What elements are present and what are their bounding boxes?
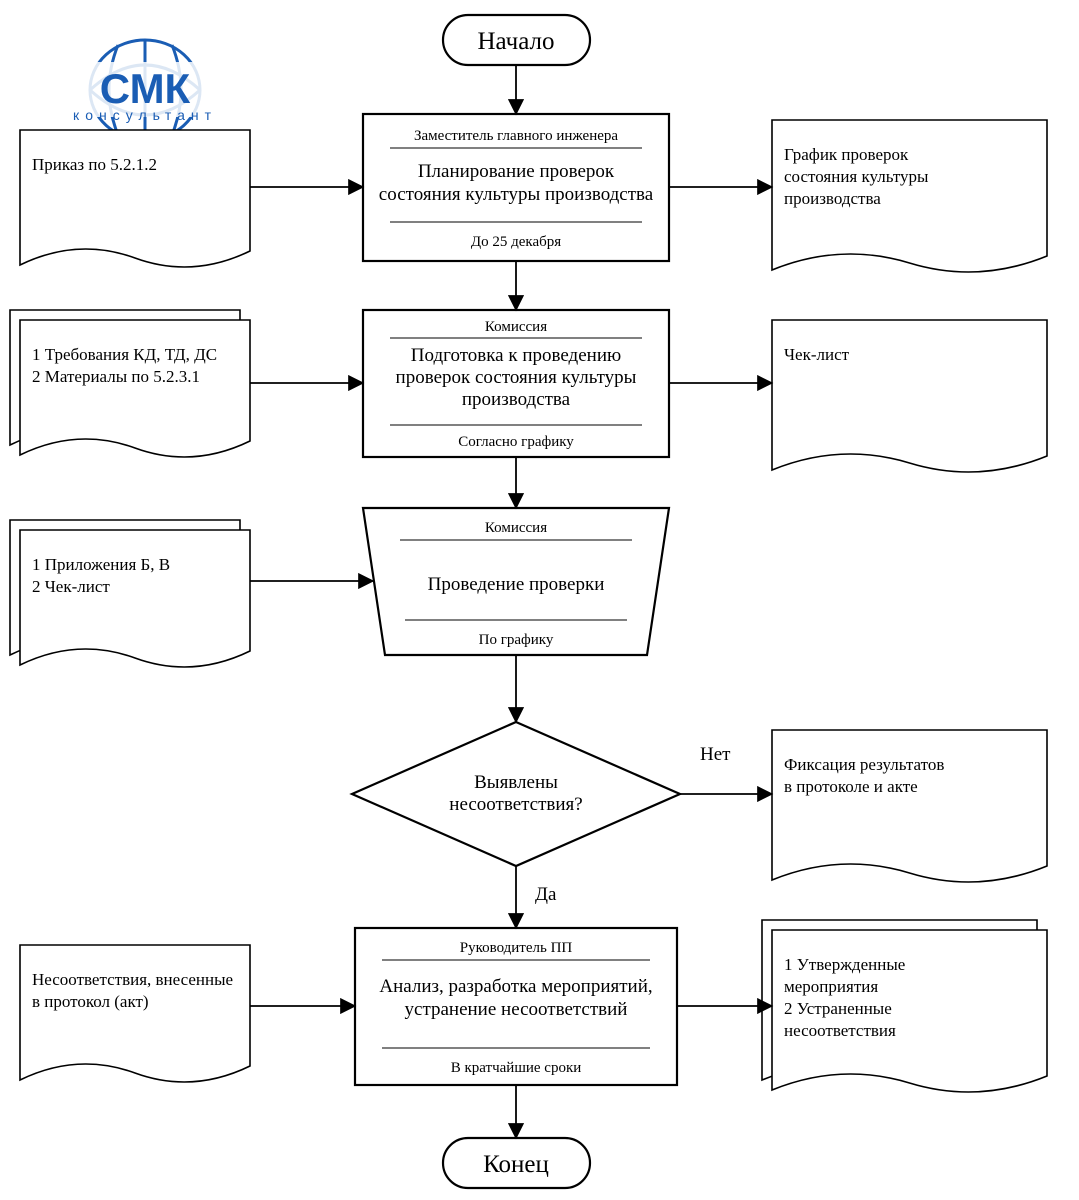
decision-n4: Выявлены несоответствия?: [352, 722, 680, 866]
doc-in2: 1 Требования КД, ТД, ДС 2 Материалы по 5.…: [10, 310, 250, 457]
doc-out4: Фиксация результатов в протоколе и акте: [772, 730, 1047, 882]
svg-text:Заместитель главного инженера: Заместитель главного инженера: [414, 128, 618, 144]
svg-text:Начало: Начало: [477, 28, 554, 55]
doc-out1-line2: производства: [784, 189, 881, 208]
logo-main: СМК: [100, 65, 191, 112]
logo: СМК консультант: [69, 40, 221, 140]
flowchart: СМК консультант Начало Конец Заместитель…: [0, 0, 1079, 1200]
svg-text:Проведение проверки: Проведение проверки: [428, 574, 605, 595]
logo-sub: консультант: [73, 107, 217, 123]
doc-in3: 1 Приложения Б, В 2 Чек-лист: [10, 520, 250, 667]
svg-text:Руководитель ПП: Руководитель ПП: [460, 940, 573, 956]
doc-in5-line1: в протокол (акт): [32, 992, 149, 1011]
svg-text:Конец: Конец: [483, 1151, 549, 1178]
n2-title-l2: проверок состояния культуры: [396, 367, 637, 388]
doc-out1-line0: График проверок: [784, 145, 909, 164]
doc-out5-line2: 2 Устраненные: [784, 999, 892, 1018]
n1-title-l2: состояния культуры производства: [379, 184, 654, 205]
manual-n3: Комиссия Проведение проверки По графику: [363, 508, 669, 655]
doc-out5-line3: несоответствия: [784, 1021, 896, 1040]
n5-title-l2: устранение несоответствий: [405, 999, 628, 1020]
doc-in5: Несоответствия, внесенные в протокол (акт…: [20, 945, 250, 1082]
svg-text:Комиссия: Комиссия: [485, 520, 547, 536]
doc-out2: Чек-лист: [772, 320, 1047, 472]
process-n1: Заместитель главного инженера Планирован…: [363, 114, 669, 261]
terminal-start: Начало: [443, 15, 590, 65]
n2-title-l3: производства: [462, 389, 571, 410]
process-n2: Комиссия Подготовка к проведению проверо…: [363, 310, 669, 457]
doc-in2-line1: 2 Материалы по 5.2.3.1: [32, 367, 200, 386]
svg-text:Комиссия: Комиссия: [485, 319, 547, 335]
doc-out4-line1: в протоколе и акте: [784, 777, 918, 796]
svg-text:В кратчайшие сроки: В кратчайшие сроки: [451, 1060, 582, 1076]
terminal-end: Конец: [443, 1138, 590, 1188]
doc-in5-line0: Несоответствия, внесенные: [32, 970, 233, 989]
dec-l2: несоответствия?: [449, 794, 582, 815]
doc-out5: 1 Утвержденные мероприятия2 Устраненные …: [762, 920, 1047, 1092]
label-no: Нет: [700, 744, 731, 765]
doc-out2-line0: Чек-лист: [784, 345, 850, 364]
label-yes: Да: [535, 884, 557, 905]
process-n5: Руководитель ПП Анализ, разработка мероп…: [355, 928, 677, 1085]
svg-text:Согласно графику: Согласно графику: [458, 434, 574, 450]
svg-text:До 25 декабря: До 25 декабря: [471, 234, 561, 250]
doc-out4-line0: Фиксация результатов: [784, 755, 944, 774]
doc-in1-line0: Приказ по 5.2.1.2: [32, 155, 157, 174]
doc-in1: Приказ по 5.2.1.2: [20, 130, 250, 267]
doc-out5-line1: мероприятия: [784, 977, 878, 996]
doc-in3-line0: 1 Приложения Б, В: [32, 555, 170, 574]
doc-out1: График проверок состояния культуры произво…: [772, 120, 1047, 272]
n2-title-l1: Подготовка к проведению: [411, 345, 621, 366]
dec-l1: Выявлены: [474, 772, 558, 793]
doc-in3-line1: 2 Чек-лист: [32, 577, 110, 596]
doc-out1-line1: состояния культуры: [784, 167, 929, 186]
n5-title-l1: Анализ, разработка мероприятий,: [379, 976, 652, 997]
doc-out5-line0: 1 Утвержденные: [784, 955, 905, 974]
doc-in2-line0: 1 Требования КД, ТД, ДС: [32, 345, 217, 364]
svg-text:По графику: По графику: [479, 632, 554, 648]
n1-title-l1: Планирование проверок: [418, 161, 615, 182]
